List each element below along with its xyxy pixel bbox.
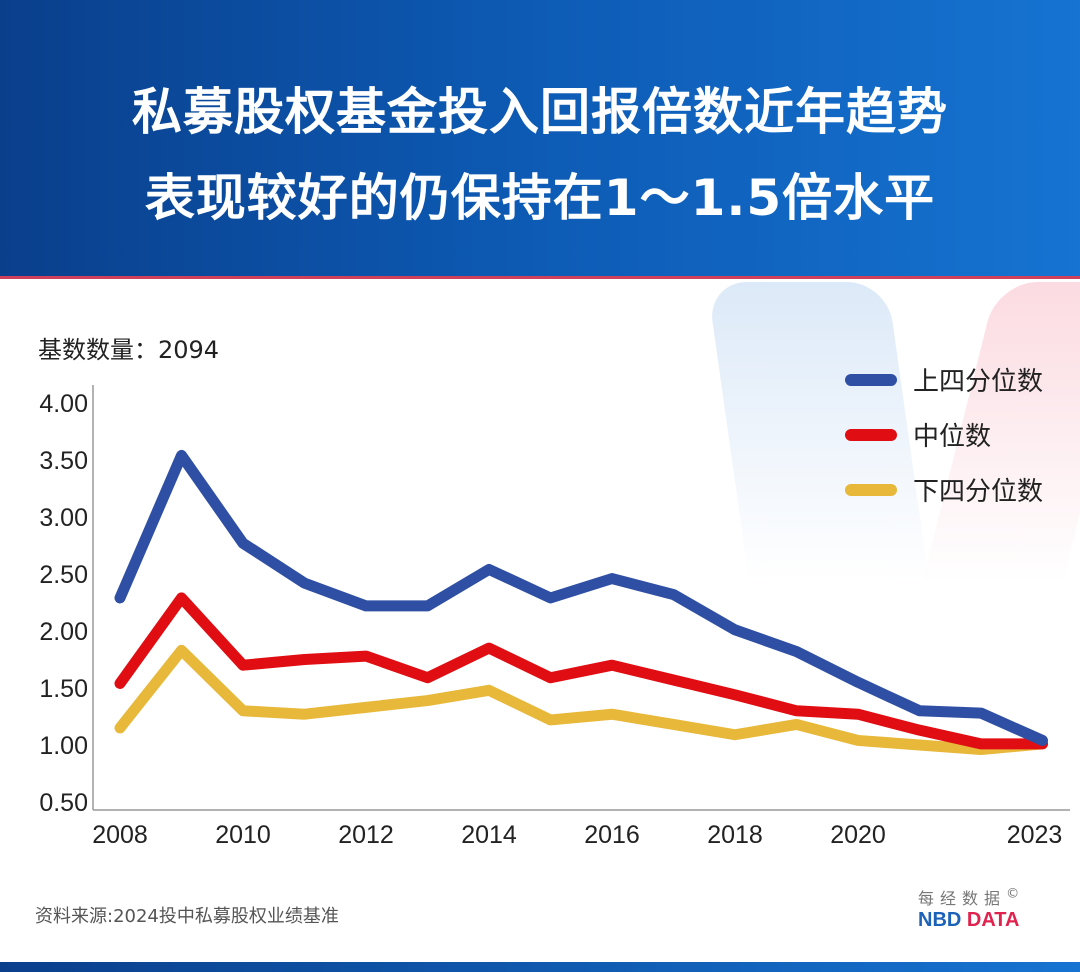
series-line-下四分位数 xyxy=(114,644,1048,756)
bottom-bar xyxy=(0,962,1080,972)
y-tick-label: 3.50 xyxy=(39,447,88,475)
legend-swatch xyxy=(845,428,897,441)
nbd-data-logo: 每经数据© NBD DATA xyxy=(918,885,1025,932)
legend-item-lower-quartile: 下四分位数 xyxy=(845,462,1043,517)
y-tick-label: 2.50 xyxy=(39,561,88,589)
source-note: 资料来源:2024投中私募股权业绩基准 xyxy=(35,906,339,927)
legend-label: 下四分位数 xyxy=(913,477,1044,507)
header-banner: 私募股权基金投入回报倍数近年趋势 表现较好的仍保持在1～1.5倍水平 xyxy=(0,0,1080,279)
x-tick-label: 2008 xyxy=(92,821,148,849)
y-tick-label: 3.00 xyxy=(39,504,88,532)
x-tick-label: 2010 xyxy=(215,821,271,849)
title-line-1: 私募股权基金投入回报倍数近年趋势 xyxy=(132,83,948,141)
sample-count: 基数数量：2094 xyxy=(38,336,220,364)
legend-swatch xyxy=(845,483,897,496)
x-tick-label: 2018 xyxy=(707,821,763,849)
y-tick-label: 1.00 xyxy=(39,732,88,760)
copyright-mark: © xyxy=(1006,886,1026,902)
y-tick-label: 0.50 xyxy=(39,789,88,817)
logo-nbd: NBD xyxy=(918,909,962,931)
logo-data: DATA xyxy=(966,909,1020,931)
x-tick-label: 2012 xyxy=(338,821,394,849)
legend-item-median: 中位数 xyxy=(845,407,1043,462)
legend: 上四分位数 中位数 下四分位数 xyxy=(845,352,1043,517)
series-line-上四分位数 xyxy=(114,449,1048,746)
legend-item-upper-quartile: 上四分位数 xyxy=(845,352,1043,407)
title-line-2: 表现较好的仍保持在1～1.5倍水平 xyxy=(144,169,936,227)
legend-swatch xyxy=(845,373,897,386)
x-tick-label: 2014 xyxy=(461,821,517,849)
logo-cn: 每经数据 xyxy=(918,889,1007,908)
y-tick-label: 4.00 xyxy=(39,390,88,418)
x-tick-label: 2016 xyxy=(584,821,640,849)
legend-label: 中位数 xyxy=(913,422,992,452)
y-tick-label: 1.50 xyxy=(39,675,88,703)
legend-label: 上四分位数 xyxy=(913,367,1044,397)
x-tick-label: 2020 xyxy=(830,821,886,849)
x-tick-label: 2023 xyxy=(1007,821,1063,849)
series-line-中位数 xyxy=(114,592,1048,750)
y-tick-label: 2.00 xyxy=(39,618,88,646)
